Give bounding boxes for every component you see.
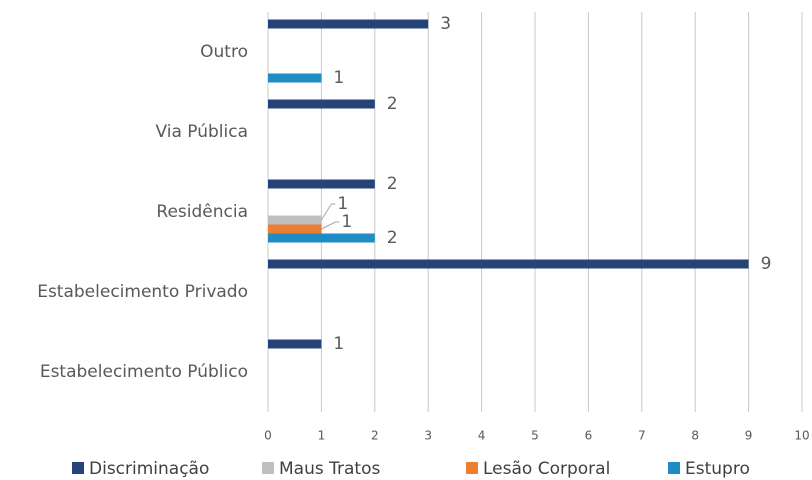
data-label: 3 — [440, 14, 451, 34]
category-label: Outro — [200, 42, 248, 62]
bar — [268, 73, 322, 83]
bar — [268, 19, 429, 29]
x-tick-label: 7 — [638, 429, 646, 443]
data-label: 9 — [761, 254, 772, 274]
legend-label: Lesão Corporal — [483, 459, 610, 479]
category-label: Via Pública — [155, 122, 248, 142]
category-label: Estabelecimento Privado — [37, 282, 248, 302]
data-label: 1 — [337, 194, 348, 214]
x-tick-label: 0 — [264, 429, 272, 443]
leader-line — [321, 221, 340, 230]
x-tick-label: 5 — [531, 429, 539, 443]
x-tick-label: 1 — [318, 429, 326, 443]
bar — [268, 99, 375, 109]
data-label: 2 — [387, 174, 398, 194]
leader-line — [320, 203, 336, 221]
category-label: Residência — [156, 202, 248, 222]
data-label: 1 — [333, 68, 344, 88]
legend-swatch — [668, 462, 680, 474]
x-tick-label: 10 — [794, 429, 809, 443]
data-label: 1 — [341, 212, 352, 232]
bar — [268, 259, 749, 269]
x-tick-label: 9 — [745, 429, 753, 443]
legend-label: Estupro — [685, 459, 750, 479]
data-label: 1 — [333, 334, 344, 354]
bar — [268, 339, 322, 349]
data-label: 2 — [387, 94, 398, 114]
bar — [268, 215, 322, 225]
legend-label: Discriminação — [89, 459, 209, 479]
x-tick-label: 6 — [585, 429, 593, 443]
category-label: Estabelecimento Público — [40, 362, 248, 382]
legend-swatch — [72, 462, 84, 474]
legend-swatch — [262, 462, 274, 474]
data-label: 2 — [387, 228, 398, 248]
x-tick-label: 2 — [371, 429, 379, 443]
x-tick-label: 8 — [691, 429, 699, 443]
bar — [268, 224, 322, 234]
x-tick-label: 3 — [424, 429, 432, 443]
legend-label: Maus Tratos — [279, 459, 380, 479]
x-tick-label: 4 — [478, 429, 486, 443]
legend-swatch — [466, 462, 478, 474]
bar — [268, 179, 375, 189]
bar — [268, 233, 375, 243]
